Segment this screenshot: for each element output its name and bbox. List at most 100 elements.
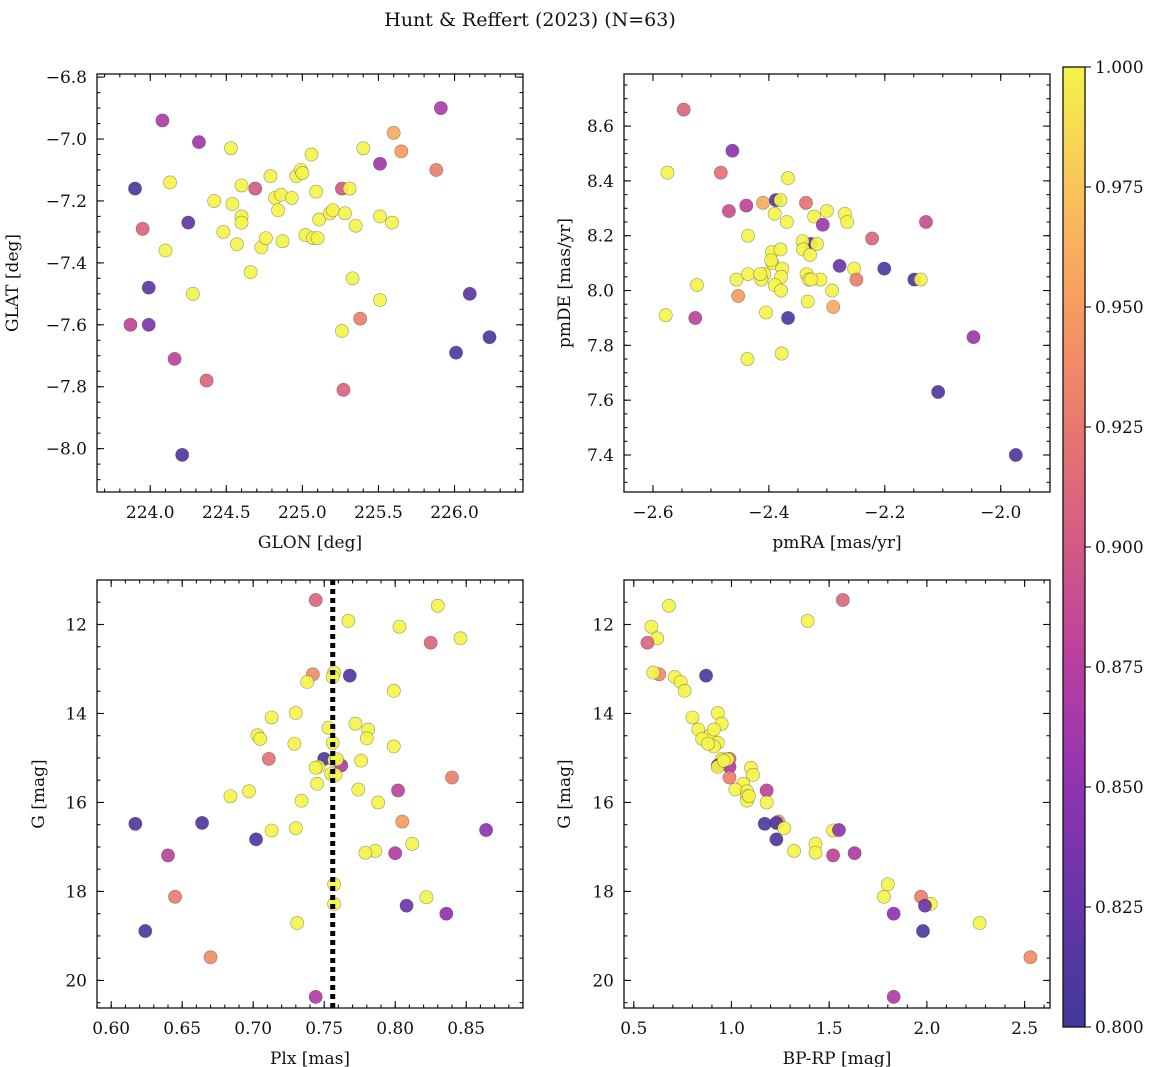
data-point — [345, 271, 360, 286]
data-point — [445, 770, 459, 785]
data-point — [163, 175, 177, 190]
data-point — [207, 194, 222, 208]
data-point — [876, 889, 891, 904]
y-axis-label: GLAT [deg] — [3, 234, 23, 332]
data-point — [815, 217, 830, 232]
data-point — [175, 447, 190, 462]
data-point — [1023, 950, 1038, 965]
x-tick-label: 0.85 — [447, 1019, 485, 1039]
data-point — [819, 204, 834, 218]
data-point — [309, 184, 323, 199]
colorbar-tick-label: 0.875 — [1095, 658, 1144, 678]
data-point — [767, 206, 782, 221]
data-point — [701, 736, 715, 751]
plot-area — [658, 102, 1023, 462]
data-point — [835, 593, 850, 607]
x-tick-label: 0.65 — [163, 1019, 201, 1039]
x-tick-label: 2.0 — [913, 1019, 940, 1039]
y-tick-label: −7.4 — [46, 254, 87, 274]
data-point — [773, 193, 788, 207]
axes-frame — [623, 73, 1051, 493]
data-point — [353, 311, 368, 326]
data-point — [931, 385, 946, 399]
data-point — [308, 760, 323, 775]
panel-bprp-g: 0.5 1.0 1.5 2.0 2.5 12 14 16 18 20 BP-RP [mag] G [m… — [555, 579, 1051, 1067]
data-point — [371, 795, 386, 810]
data-point — [462, 286, 477, 301]
data-point — [358, 845, 373, 860]
data-point — [223, 789, 238, 804]
plot-area — [123, 101, 497, 462]
y-tick-label: 12 — [592, 615, 614, 635]
data-point — [756, 195, 771, 210]
y-tick-label: 8.4 — [587, 172, 614, 192]
data-point — [739, 198, 754, 213]
data-point — [886, 906, 901, 921]
y-axis-label: G [mag] — [555, 759, 575, 828]
data-point — [161, 848, 175, 863]
data-point — [308, 593, 323, 607]
data-point — [294, 793, 309, 808]
x-tick-label: 0.5 — [620, 1019, 647, 1039]
x-tick-label: 224.0 — [126, 503, 175, 523]
data-point — [722, 770, 737, 785]
data-point — [192, 135, 206, 150]
x-tick-label: 0.60 — [92, 1019, 130, 1039]
data-point — [351, 782, 366, 797]
data-point — [781, 311, 795, 325]
data-point — [740, 352, 755, 366]
data-point — [234, 178, 249, 193]
data-point — [699, 668, 713, 683]
y-tick-label: −6.8 — [46, 68, 87, 88]
data-point — [242, 784, 256, 799]
y-tick-label: 18 — [65, 882, 87, 902]
y-tick-label: 18 — [592, 882, 614, 902]
data-point — [356, 141, 371, 156]
data-point — [155, 113, 170, 128]
data-point — [916, 924, 930, 938]
data-point — [728, 782, 743, 797]
colorbar-tick-label: 0.950 — [1095, 298, 1144, 318]
y-tick-label: −8.0 — [46, 440, 87, 460]
data-point — [312, 212, 327, 227]
x-axis-label: GLON [deg] — [258, 533, 362, 553]
data-point — [261, 751, 276, 766]
y-axis-label: G [mag] — [29, 759, 49, 828]
plot-area — [128, 580, 493, 1008]
data-point — [373, 293, 387, 307]
data-point — [385, 215, 400, 230]
data-point — [288, 706, 303, 720]
data-point — [341, 614, 356, 628]
data-point — [230, 237, 244, 252]
x-tick-label: 226.0 — [430, 503, 479, 523]
data-point — [799, 195, 813, 210]
data-point — [295, 166, 310, 180]
data-point — [729, 272, 744, 287]
data-point — [195, 816, 209, 830]
data-point — [840, 215, 855, 229]
data-point — [168, 889, 182, 904]
data-point — [759, 783, 774, 798]
y-tick-label: 8.2 — [587, 227, 614, 247]
colorbar-tick-label: 1.000 — [1095, 58, 1144, 78]
data-point — [248, 181, 263, 196]
data-point — [449, 345, 463, 360]
data-point — [359, 731, 374, 746]
data-point — [128, 816, 143, 831]
data-point — [479, 823, 493, 837]
data-point — [263, 169, 278, 184]
data-point — [342, 181, 357, 196]
data-point — [808, 845, 823, 860]
data-point — [810, 237, 824, 251]
y-tick-label: 12 — [65, 615, 87, 635]
y-tick-label: 8.0 — [587, 282, 614, 302]
data-point — [258, 231, 273, 246]
data-point — [395, 814, 410, 829]
x-axis-label: Plx [mas] — [270, 1049, 350, 1067]
data-point — [419, 890, 434, 905]
data-point — [167, 351, 182, 366]
data-point — [199, 373, 214, 388]
data-point — [304, 147, 319, 162]
data-point — [310, 231, 325, 246]
